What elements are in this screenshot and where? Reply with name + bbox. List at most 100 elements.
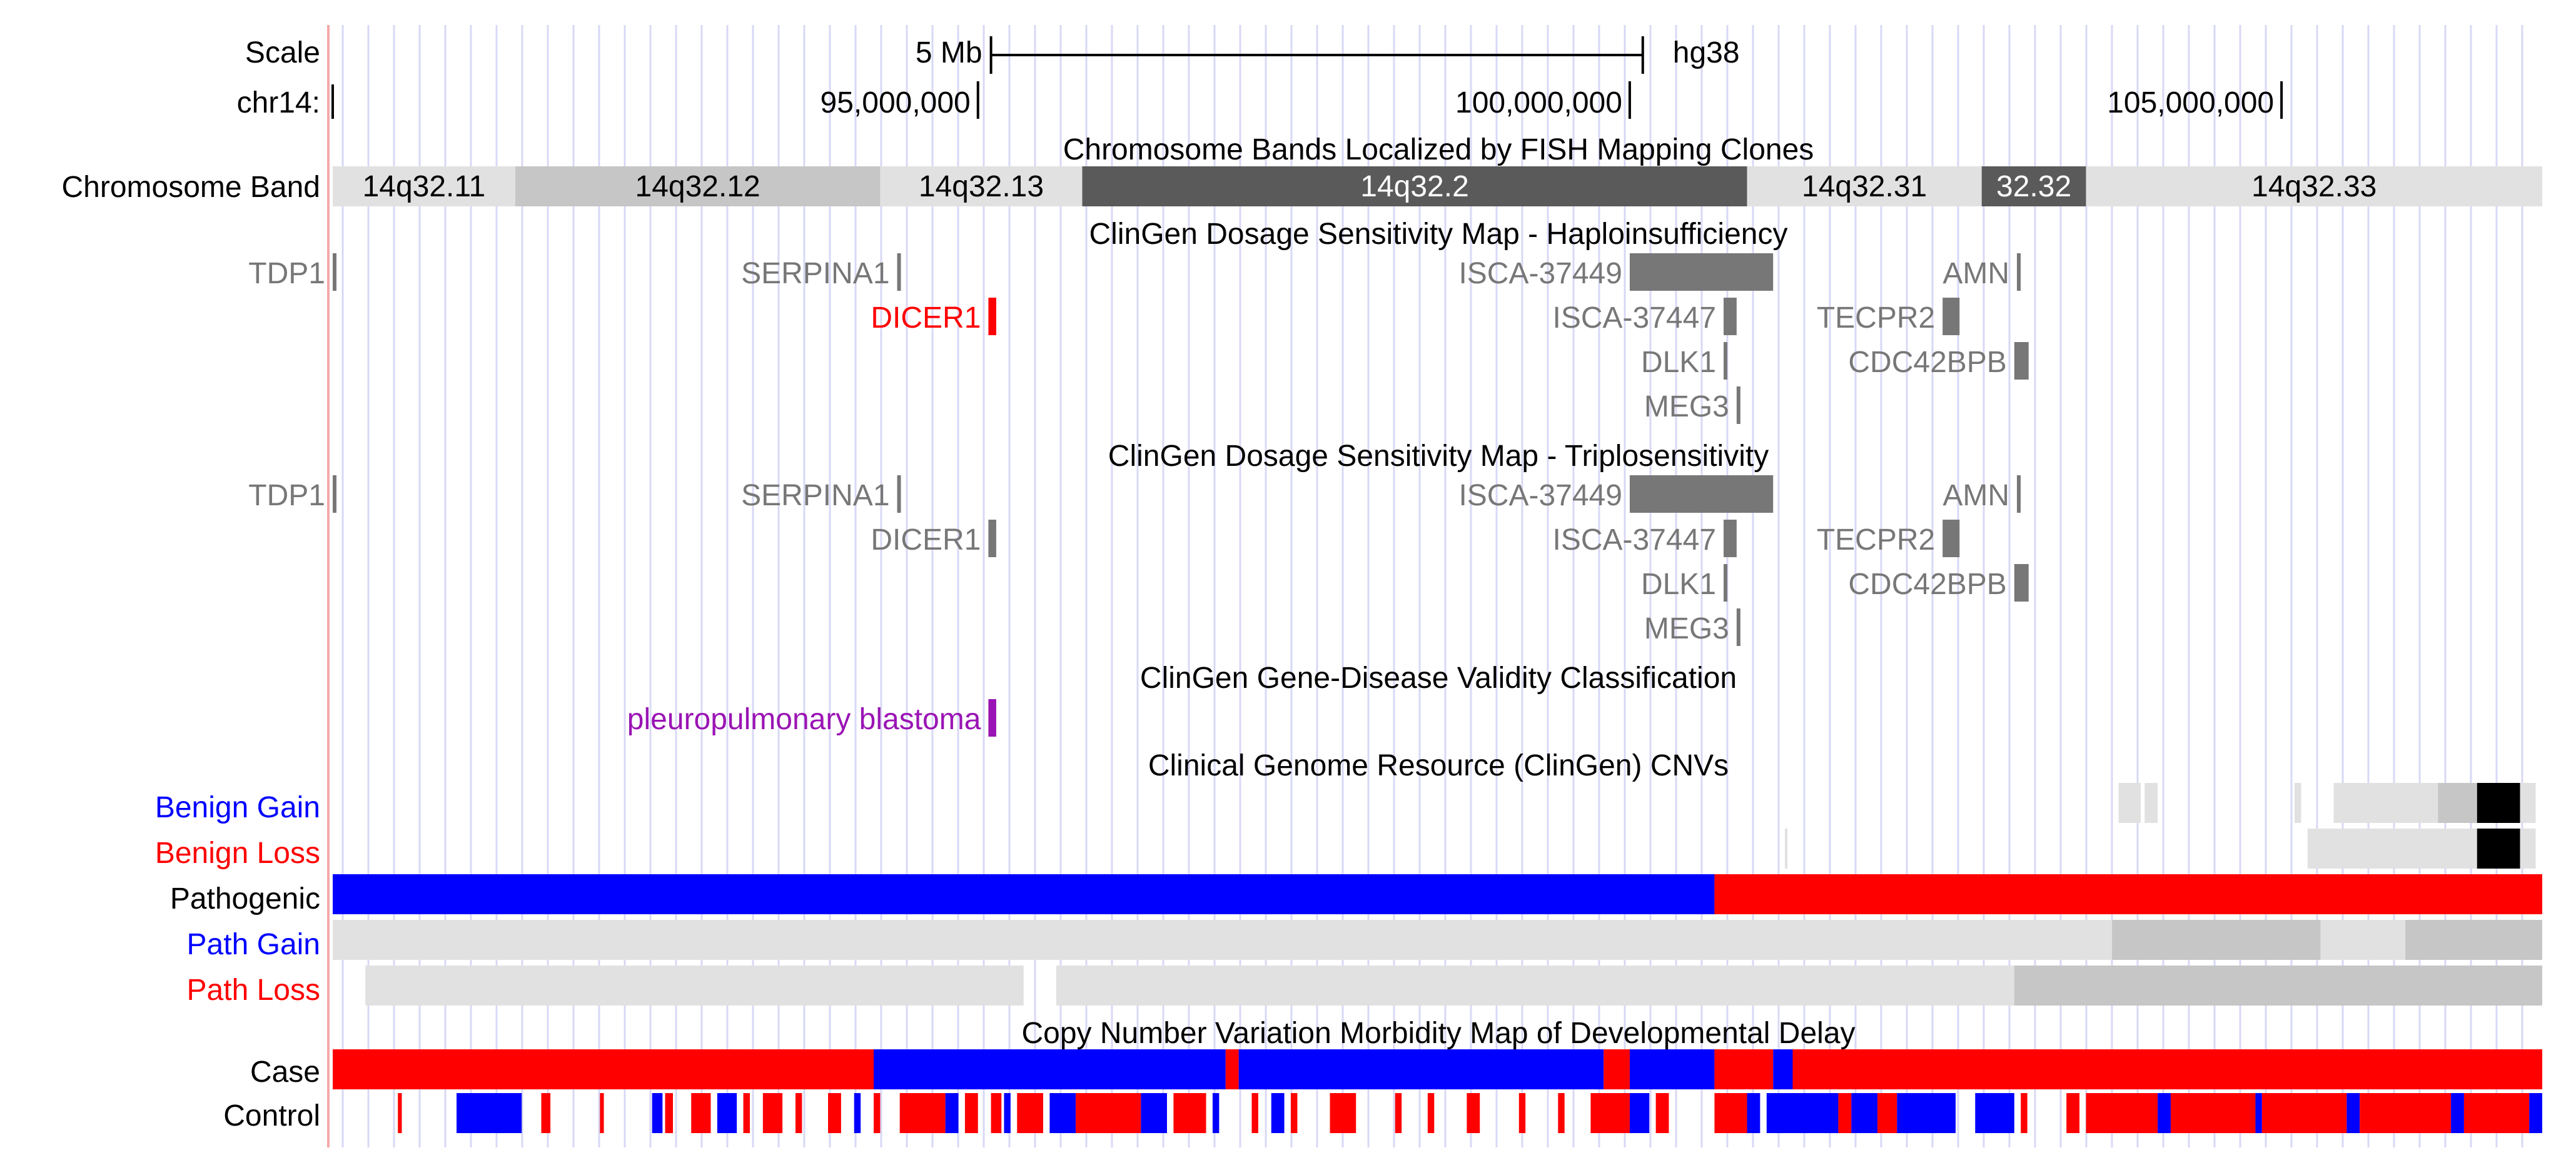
cnv-segment [2477,829,2520,869]
control-segment [2529,1093,2542,1133]
cnv-segment [2014,966,2542,1006]
control-segment [1049,1093,1076,1133]
control-segment [2158,1093,2171,1133]
case-segment [1792,1049,2542,1089]
chrom-label: chr14: [237,86,320,119]
feature-label: ISCA-37449 [1458,257,1622,290]
control-segment [1838,1093,1852,1133]
feature-dlk1 [1724,564,1728,602]
control-segment [1330,1093,1356,1133]
control-segment [945,1093,959,1133]
ruler-tick-label: 105,000,000 [2107,86,2274,119]
feature-serpina1 [897,253,901,291]
base-position-track[interactable]: Scale chr14: 5 Mb hg38 95,000,000 100,000… [237,36,2283,119]
control-segment [665,1093,674,1133]
control-segment [899,1093,946,1133]
feature-amn [2017,253,2021,291]
assembly-label: hg38 [1673,36,1740,69]
gene-disease-validity-track[interactable]: ClinGen Gene-Disease Validity Classifica… [627,662,1737,737]
triplosensitivity-track[interactable]: ClinGen Dosage Sensitivity Map - Triplos… [248,440,2029,646]
band-14q32.31 [1747,166,1982,206]
control-segment [1747,1093,1760,1133]
bands-track-label[interactable]: Chromosome Band [61,171,320,204]
cnv-segment [2520,829,2536,869]
control-segment [1655,1093,1669,1133]
feature-validity [988,699,996,737]
cnv-segment [2144,783,2158,823]
control-segment [1851,1093,1877,1133]
scale-bar [989,36,1644,74]
feature-label: TDP1 [248,257,325,290]
case-segment [874,1049,1226,1089]
cnv-segment [2405,920,2542,960]
haploinsufficiency-track[interactable]: ClinGen Dosage Sensitivity Map - Haploin… [248,218,2029,424]
band-14q32.33 [2086,166,2542,206]
feature-label: CDC42BPB [1848,568,2006,601]
control-segment [1714,1093,1747,1133]
feature-cdc42bpb [2014,342,2029,380]
triplo-features: TDP1 SERPINA1 ISCA-37449 AMN DICER1 ISCA-3744… [248,475,2029,646]
band-label: 14q32.12 [635,170,760,203]
band-14q32.12 [515,166,881,206]
ruler-tick-label: 95,000,000 [821,86,971,119]
control-segment [1558,1093,1565,1133]
control-segment [652,1093,663,1133]
control-segment [457,1093,522,1133]
cnv-segment [2520,783,2536,823]
ruler-ticks: 95,000,000 100,000,000 105,000,000 [821,81,2283,119]
control-segment [541,1093,551,1133]
feature-label: DLK1 [1641,346,1716,379]
control-segment [600,1093,604,1133]
control-segment [2170,1093,2256,1133]
case-subtrack-label: Case [250,1056,320,1089]
feature-meg3 [1736,386,1740,424]
band-label: 14q32.33 [2251,170,2376,203]
cnv-subtracks: Benign Gain Benign Loss Pathogenic Path Gai… [155,783,2542,1007]
case-segment [333,1049,874,1089]
feature-label: ISCA-37447 [1553,301,1717,335]
control-segment [2021,1093,2028,1133]
feature-tdp1 [333,475,336,513]
control-segment [1467,1093,1480,1133]
feature-serpina1 [897,475,901,513]
cnv-subtrack-label: Benign Loss [155,837,320,870]
control-segment [1897,1093,1956,1133]
morbidity-map-track[interactable]: Copy Number Variation Morbidity Map of D… [223,1017,2542,1133]
control-segment [2463,1093,2530,1133]
ruler-tick-label: 100,000,000 [1455,86,1622,119]
case-segment [1629,1049,1715,1089]
chromosome-band-track[interactable]: Chromosome Bands Localized by FISH Mappi… [61,133,2542,206]
feature-label: DLK1 [1641,568,1716,601]
cnv-segment [2477,783,2520,823]
feature-isca-37449 [1629,253,1774,291]
feature-meg3 [1736,608,1740,646]
cnv-segment [2438,783,2477,823]
clingen-cnv-track[interactable]: Clinical Genome Resource (ClinGen) CNVs … [155,749,2542,1007]
scale-label: Scale [245,36,320,69]
control-segment [1395,1093,1402,1133]
case-segment [1225,1049,1239,1089]
band-label: 14q32.11 [363,170,486,203]
bands-track-title: Chromosome Bands Localized by FISH Mappi… [1063,133,1814,166]
control-segment [2255,1093,2262,1133]
cnv-segment [2112,920,2321,960]
cnv-segment [2118,783,2141,823]
control-segment [1141,1093,1167,1133]
control-segment [1766,1093,1839,1133]
cnv-subtrack-label: Path Gain [187,928,320,961]
feature-label: MEG3 [1644,390,1729,423]
case-segment [1238,1049,1604,1089]
band-14q32.13 [880,166,1083,206]
cnv-segment [2333,783,2438,823]
triplo-track-title: ClinGen Dosage Sensitivity Map - Triplos… [1108,440,1769,473]
cnv-track-title: Clinical Genome Resource (ClinGen) CNVs [1148,749,1729,782]
feature-amn [2017,475,2021,513]
feature-label: AMN [1942,479,2009,512]
control-subtrack-label: Control [223,1099,320,1132]
control-segment [1271,1093,1285,1133]
band-32.32 [1981,166,2086,206]
feature-isca-37447 [1724,298,1737,335]
control-segment [1212,1093,1220,1133]
control-segment [762,1093,783,1133]
